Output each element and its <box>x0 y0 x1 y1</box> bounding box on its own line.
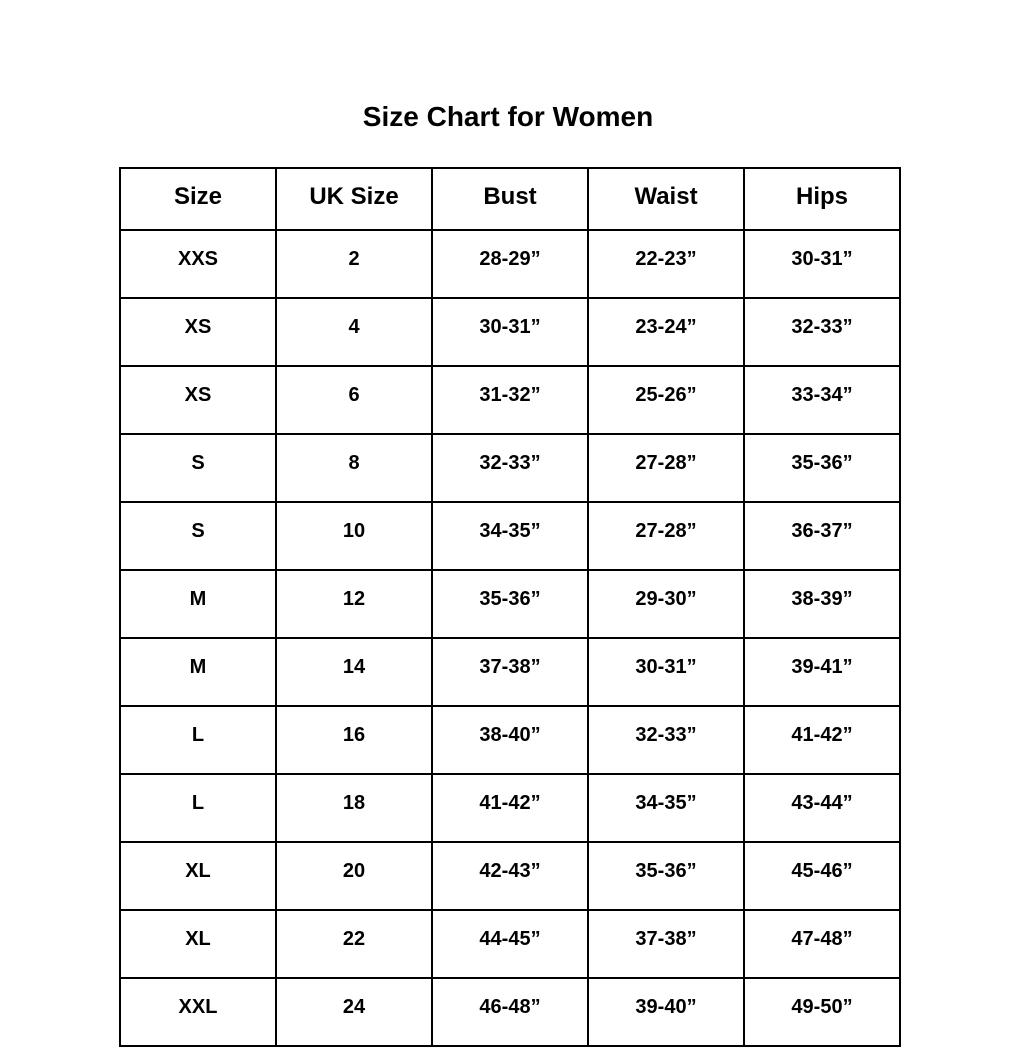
table-cell: XL <box>119 841 277 911</box>
table-cell: 35-36” <box>743 433 901 503</box>
table-cell: 41-42” <box>431 773 589 843</box>
table-cell: M <box>119 637 277 707</box>
table-cell: 2 <box>275 229 433 299</box>
table-cell: 27-28” <box>587 501 745 571</box>
table-cell: XXL <box>119 977 277 1047</box>
table-cell: 30-31” <box>431 297 589 367</box>
table-cell: 34-35” <box>431 501 589 571</box>
table-cell: 37-38” <box>587 909 745 979</box>
table-cell: 46-48” <box>431 977 589 1047</box>
size-chart-table: Size UK Size Bust Waist Hips XXS 2 28-29” 22-23… <box>119 167 901 1047</box>
table-cell: 47-48” <box>743 909 901 979</box>
table-cell: 32-33” <box>587 705 745 775</box>
table-cell: 35-36” <box>587 841 745 911</box>
table-row: S 10 34-35” 27-28” 36-37” <box>119 501 901 571</box>
table-cell: 22-23” <box>587 229 745 299</box>
table-row: XL 22 44-45” 37-38” 47-48” <box>119 909 901 979</box>
table-cell: 36-37” <box>743 501 901 571</box>
header-row: Size UK Size Bust Waist Hips <box>119 167 901 231</box>
table-row: M 14 37-38” 30-31” 39-41” <box>119 637 901 707</box>
table-cell: 24 <box>275 977 433 1047</box>
table-cell: 39-41” <box>743 637 901 707</box>
column-header: Hips <box>743 167 901 231</box>
table-cell: 29-30” <box>587 569 745 639</box>
table-cell: 34-35” <box>587 773 745 843</box>
table-cell: 32-33” <box>431 433 589 503</box>
table-cell: M <box>119 569 277 639</box>
table-cell: XS <box>119 297 277 367</box>
table-cell: XXS <box>119 229 277 299</box>
table-cell: 10 <box>275 501 433 571</box>
table-cell: L <box>119 705 277 775</box>
column-header: Waist <box>587 167 745 231</box>
table-cell: 37-38” <box>431 637 589 707</box>
table-cell: 35-36” <box>431 569 589 639</box>
table-row: L 16 38-40” 32-33” 41-42” <box>119 705 901 775</box>
table-cell: L <box>119 773 277 843</box>
table-row: XXL 24 46-48” 39-40” 49-50” <box>119 977 901 1047</box>
table-cell: 28-29” <box>431 229 589 299</box>
table-cell: 22 <box>275 909 433 979</box>
column-header: Bust <box>431 167 589 231</box>
table-cell: 39-40” <box>587 977 745 1047</box>
table-cell: 49-50” <box>743 977 901 1047</box>
table-row: XS 6 31-32” 25-26” 33-34” <box>119 365 901 435</box>
table-cell: 42-43” <box>431 841 589 911</box>
page-title: Size Chart for Women <box>362 101 654 132</box>
table-cell: 16 <box>275 705 433 775</box>
table-cell: 6 <box>275 365 433 435</box>
column-header: Size <box>119 167 277 231</box>
table-cell: 4 <box>275 297 433 367</box>
table-cell: S <box>119 433 277 503</box>
table-cell: S <box>119 501 277 571</box>
table-cell: 12 <box>275 569 433 639</box>
table-cell: 30-31” <box>587 637 745 707</box>
table-cell: 44-45” <box>431 909 589 979</box>
table-row: L 18 41-42” 34-35” 43-44” <box>119 773 901 843</box>
table-row: S 8 32-33” 27-28” 35-36” <box>119 433 901 503</box>
table-body: XXS 2 28-29” 22-23” 30-31” XS 4 30-31” 23-24” 32-… <box>119 229 901 1047</box>
table-cell: 32-33” <box>743 297 901 367</box>
table-cell: 8 <box>275 433 433 503</box>
table-cell: 23-24” <box>587 297 745 367</box>
column-header: UK Size <box>275 167 433 231</box>
table-cell: 31-32” <box>431 365 589 435</box>
table-cell: 43-44” <box>743 773 901 843</box>
table-cell: 30-31” <box>743 229 901 299</box>
table-cell: 20 <box>275 841 433 911</box>
table-row: XS 4 30-31” 23-24” 32-33” <box>119 297 901 367</box>
table-row: M 12 35-36” 29-30” 38-39” <box>119 569 901 639</box>
table-cell: 33-34” <box>743 365 901 435</box>
table-cell: XS <box>119 365 277 435</box>
table-cell: 27-28” <box>587 433 745 503</box>
table-cell: 38-39” <box>743 569 901 639</box>
table-cell: 38-40” <box>431 705 589 775</box>
table-cell: 41-42” <box>743 705 901 775</box>
table-row: XL 20 42-43” 35-36” 45-46” <box>119 841 901 911</box>
table-cell: XL <box>119 909 277 979</box>
table-cell: 14 <box>275 637 433 707</box>
table-cell: 45-46” <box>743 841 901 911</box>
table-cell: 25-26” <box>587 365 745 435</box>
table-cell: 18 <box>275 773 433 843</box>
table-row: XXS 2 28-29” 22-23” 30-31” <box>119 229 901 299</box>
